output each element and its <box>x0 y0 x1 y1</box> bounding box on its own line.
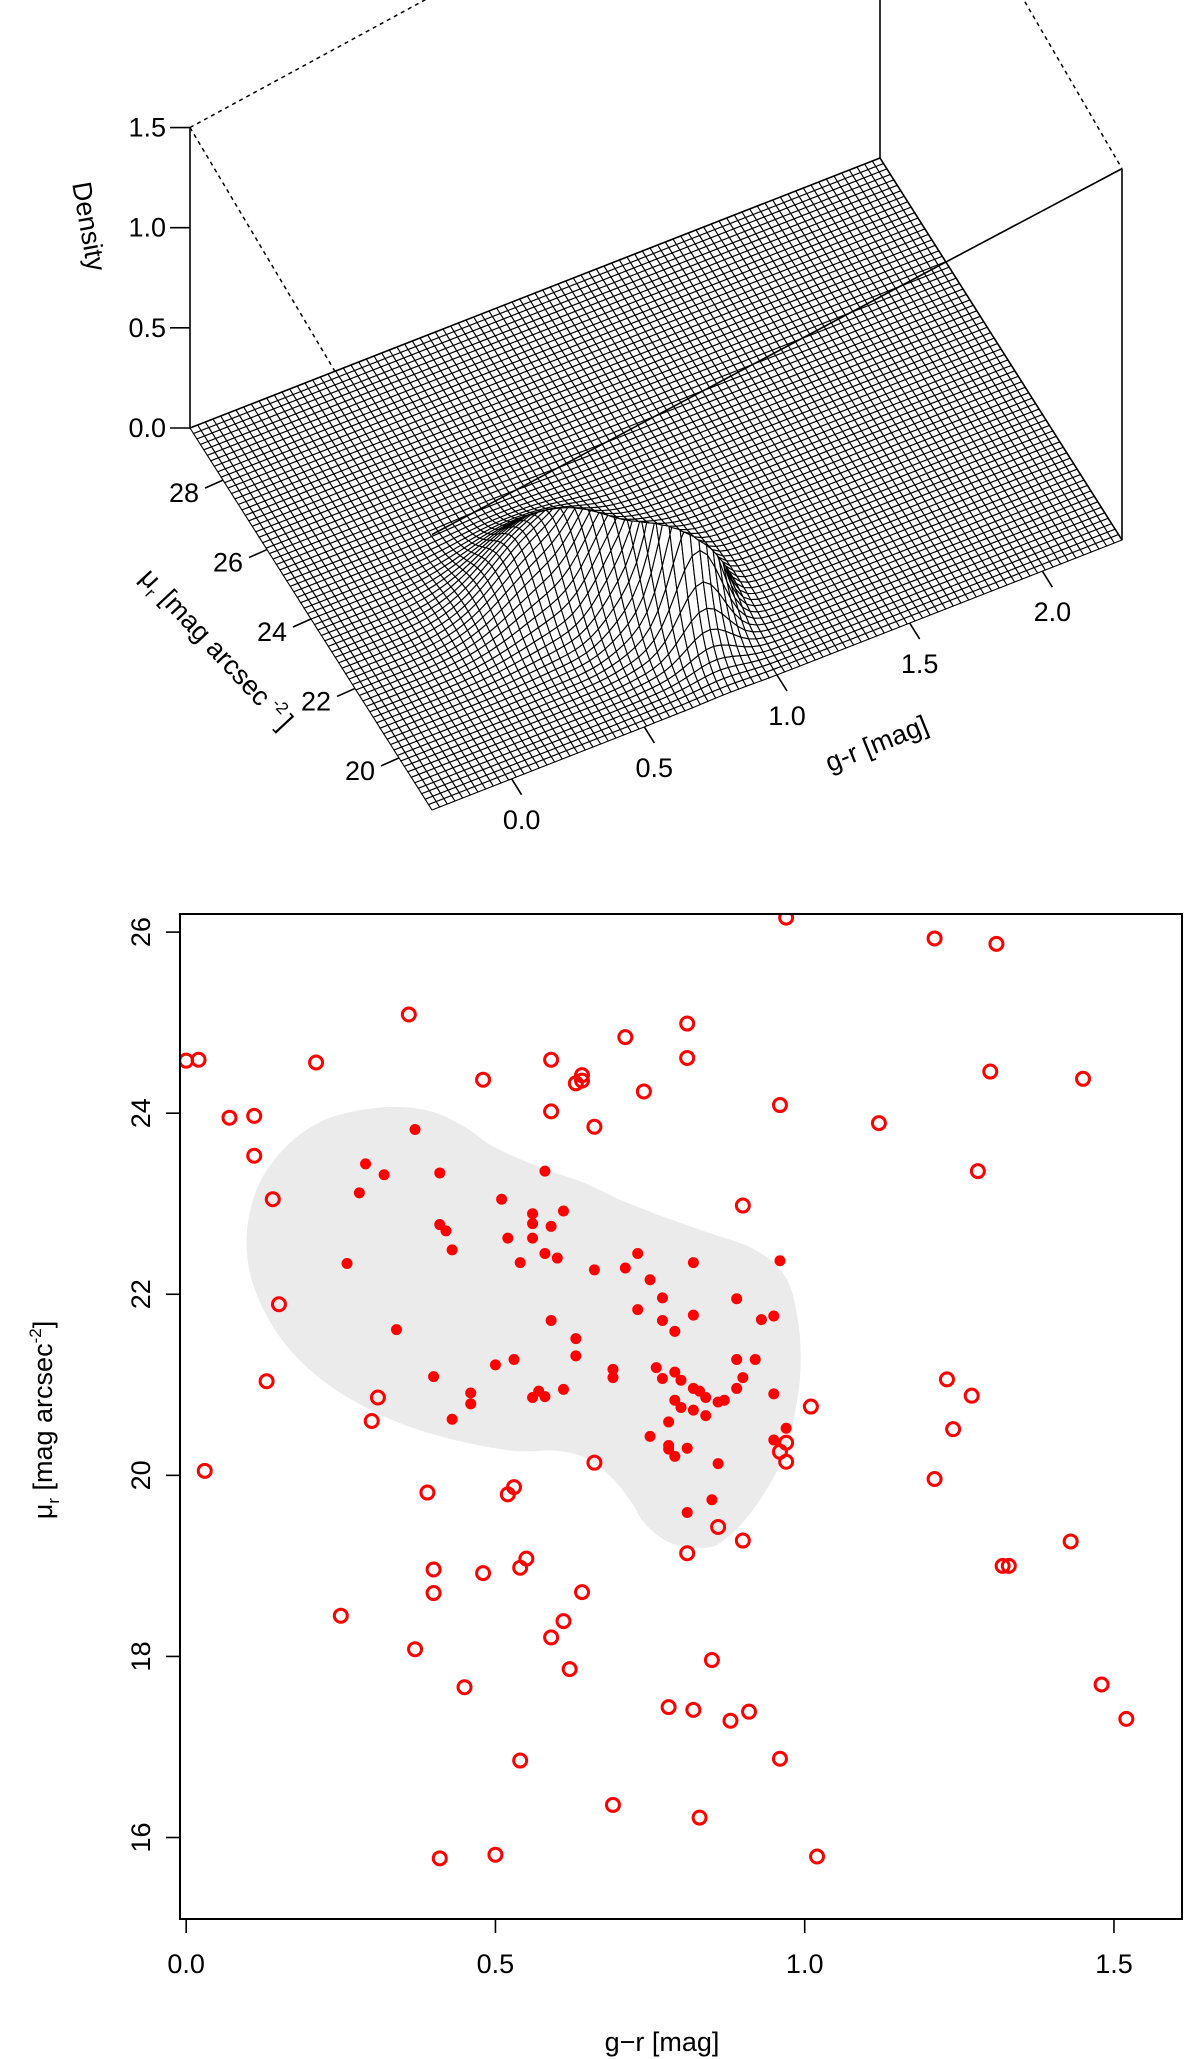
density-surface <box>189 157 1123 811</box>
box-back-edge <box>189 0 427 129</box>
box-back-edge <box>1022 0 1123 170</box>
